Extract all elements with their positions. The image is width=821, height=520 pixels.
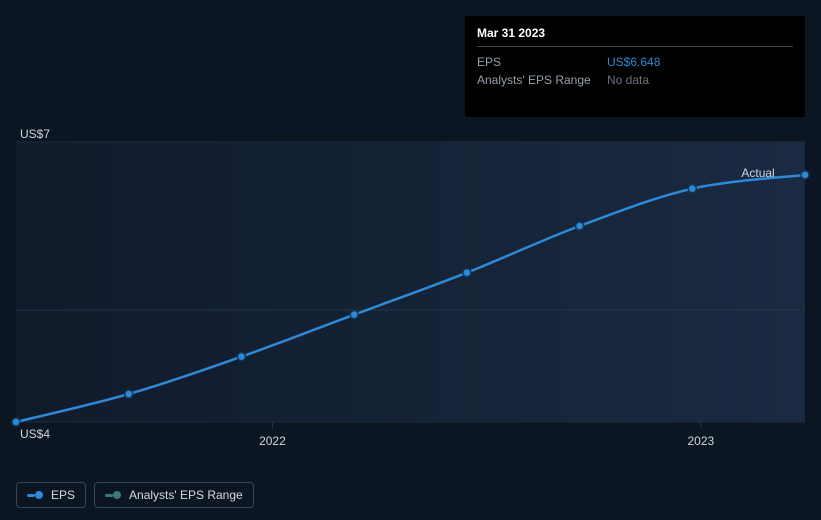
dot-icon — [35, 491, 43, 499]
chart-container: US$7 US$4 2022 2023 Actual Mar 31 2023 E… — [0, 0, 821, 520]
tooltip-value-range: No data — [607, 71, 649, 89]
tooltip: Mar 31 2023 EPS US$6.648 Analysts' EPS R… — [465, 16, 805, 117]
legend-swatch-eps — [27, 490, 43, 500]
tooltip-title: Mar 31 2023 — [477, 26, 793, 47]
actual-annotation: Actual — [741, 166, 774, 180]
tooltip-key-eps: EPS — [477, 53, 607, 71]
legend-item-range[interactable]: Analysts' EPS Range — [94, 482, 254, 508]
x-axis-label-1: 2023 — [687, 434, 714, 448]
y-axis-label-top: US$7 — [20, 127, 50, 141]
tooltip-value-eps: US$6.648 — [607, 53, 660, 71]
line-icon — [105, 494, 113, 497]
y-axis-label-bottom: US$4 — [20, 427, 50, 441]
legend: EPS Analysts' EPS Range — [16, 482, 254, 508]
legend-item-eps[interactable]: EPS — [16, 482, 86, 508]
legend-swatch-range — [105, 490, 121, 500]
tooltip-key-range: Analysts' EPS Range — [477, 71, 607, 89]
tooltip-row-range: Analysts' EPS Range No data — [477, 71, 793, 89]
line-icon — [27, 494, 35, 497]
x-axis-label-0: 2022 — [259, 434, 286, 448]
dot-icon — [113, 491, 121, 499]
legend-label-range: Analysts' EPS Range — [129, 488, 243, 502]
legend-label-eps: EPS — [51, 488, 75, 502]
tooltip-row-eps: EPS US$6.648 — [477, 53, 793, 71]
